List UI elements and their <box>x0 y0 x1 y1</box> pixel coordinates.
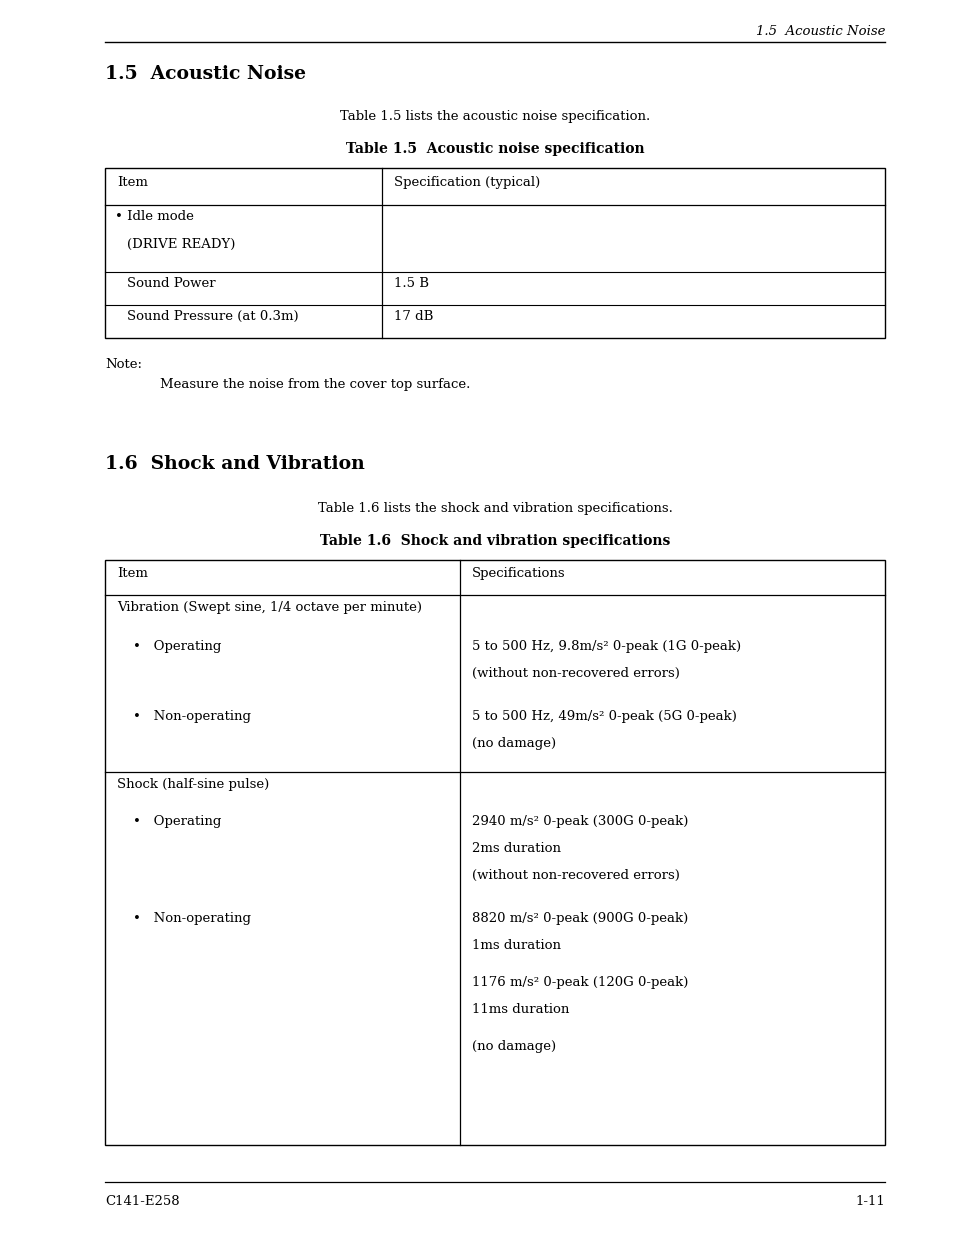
Text: 5 to 500 Hz, 9.8m/s² 0-peak (1G 0-peak): 5 to 500 Hz, 9.8m/s² 0-peak (1G 0-peak) <box>472 640 740 653</box>
Text: Note:: Note: <box>105 358 142 370</box>
Text: •   Operating: • Operating <box>132 640 221 653</box>
Text: Table 1.6 lists the shock and vibration specifications.: Table 1.6 lists the shock and vibration … <box>317 501 672 515</box>
Text: Specifications: Specifications <box>472 567 565 580</box>
Text: Sound Power: Sound Power <box>127 277 215 290</box>
Text: 1.6  Shock and Vibration: 1.6 Shock and Vibration <box>105 454 364 473</box>
Text: Table 1.5  Acoustic noise specification: Table 1.5 Acoustic noise specification <box>345 142 643 156</box>
Text: 1176 m/s² 0-peak (120G 0-peak): 1176 m/s² 0-peak (120G 0-peak) <box>472 976 687 989</box>
Text: Table 1.5 lists the acoustic noise specification.: Table 1.5 lists the acoustic noise speci… <box>339 110 649 124</box>
Text: Sound Pressure (at 0.3m): Sound Pressure (at 0.3m) <box>127 310 298 324</box>
Text: Specification (typical): Specification (typical) <box>394 177 539 189</box>
Text: • Idle mode: • Idle mode <box>115 210 193 224</box>
Text: 2940 m/s² 0-peak (300G 0-peak): 2940 m/s² 0-peak (300G 0-peak) <box>472 815 687 827</box>
Text: 8820 m/s² 0-peak (900G 0-peak): 8820 m/s² 0-peak (900G 0-peak) <box>472 911 687 925</box>
Text: Measure the noise from the cover top surface.: Measure the noise from the cover top sur… <box>160 378 470 391</box>
Text: Shock (half-sine pulse): Shock (half-sine pulse) <box>117 778 269 790</box>
Text: Item: Item <box>117 567 148 580</box>
Text: 1.5 B: 1.5 B <box>394 277 429 290</box>
Text: C141-E258: C141-E258 <box>105 1195 179 1208</box>
Text: 1.5  Acoustic Noise: 1.5 Acoustic Noise <box>105 65 306 83</box>
Text: 5 to 500 Hz, 49m/s² 0-peak (5G 0-peak): 5 to 500 Hz, 49m/s² 0-peak (5G 0-peak) <box>472 710 736 722</box>
Text: Table 1.6  Shock and vibration specifications: Table 1.6 Shock and vibration specificat… <box>319 534 670 548</box>
Text: 1ms duration: 1ms duration <box>472 939 560 952</box>
Text: Item: Item <box>117 177 148 189</box>
Text: •   Non-operating: • Non-operating <box>132 710 251 722</box>
Text: 1-11: 1-11 <box>854 1195 884 1208</box>
Bar <box>105 168 884 338</box>
Text: 1.5  Acoustic Noise: 1.5 Acoustic Noise <box>755 25 884 38</box>
Bar <box>105 559 884 1145</box>
Text: Vibration (Swept sine, 1/4 octave per minute): Vibration (Swept sine, 1/4 octave per mi… <box>117 601 421 614</box>
Text: •   Non-operating: • Non-operating <box>132 911 251 925</box>
Text: 11ms duration: 11ms duration <box>472 1003 569 1016</box>
Text: (no damage): (no damage) <box>472 1040 556 1053</box>
Text: 2ms duration: 2ms duration <box>472 842 560 855</box>
Text: (DRIVE READY): (DRIVE READY) <box>127 238 235 251</box>
Text: 17 dB: 17 dB <box>394 310 433 324</box>
Text: (without non-recovered errors): (without non-recovered errors) <box>472 869 679 882</box>
Text: •   Operating: • Operating <box>132 815 221 827</box>
Text: (no damage): (no damage) <box>472 737 556 750</box>
Text: (without non-recovered errors): (without non-recovered errors) <box>472 667 679 680</box>
